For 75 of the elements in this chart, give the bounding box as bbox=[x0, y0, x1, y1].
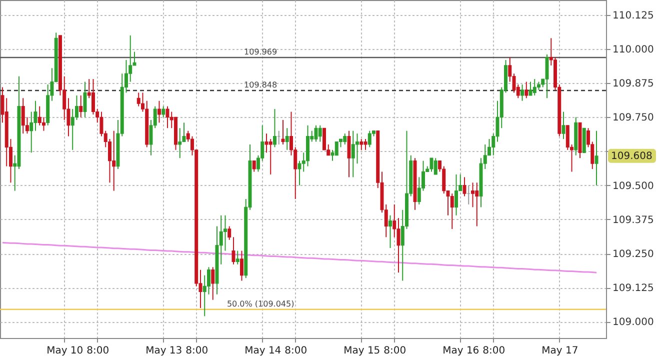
candlestick bbox=[388, 214, 392, 249]
candlestick bbox=[30, 111, 34, 154]
candlestick bbox=[334, 141, 338, 156]
candlestick bbox=[343, 133, 347, 145]
candlestick bbox=[42, 116, 46, 132]
candlestick bbox=[520, 84, 524, 102]
ref-line-label: 109.848 bbox=[244, 80, 278, 90]
text: 109.608 bbox=[611, 150, 652, 162]
candlestick bbox=[364, 138, 368, 150]
y-tick-label: 109.375 bbox=[612, 214, 654, 226]
candlestick bbox=[112, 130, 116, 192]
candlestick bbox=[252, 160, 256, 172]
candlestick bbox=[223, 214, 227, 252]
candlestick bbox=[368, 130, 372, 148]
candlestick bbox=[285, 128, 289, 150]
candlestick bbox=[206, 266, 210, 295]
x-tick-label: 8:00 bbox=[284, 346, 308, 356]
candlestick bbox=[273, 108, 276, 148]
x-tick-label: 8:00 bbox=[186, 346, 208, 356]
y-tick-label: 109.250 bbox=[612, 249, 654, 260]
x-tick-label: 8:00 bbox=[86, 346, 110, 356]
candlestick bbox=[475, 182, 479, 227]
candlestick bbox=[211, 266, 215, 300]
candlestick bbox=[594, 130, 598, 186]
candlestick bbox=[566, 124, 570, 150]
candlestick bbox=[236, 250, 240, 265]
y-tick-label: 109.000 bbox=[612, 317, 654, 328]
line-series bbox=[2, 242, 598, 274]
candlestick bbox=[347, 130, 351, 178]
candlestick bbox=[356, 133, 359, 164]
candlestick bbox=[434, 158, 438, 175]
candlestick bbox=[462, 176, 466, 197]
candlestick bbox=[264, 133, 268, 154]
candlestick bbox=[21, 98, 25, 134]
x-tick-label: May 17 bbox=[542, 346, 578, 356]
candlestick bbox=[351, 130, 355, 178]
ref-line-label: 109.969 bbox=[244, 48, 278, 57]
x-tick-label: May 10 bbox=[46, 346, 84, 356]
candlestick bbox=[178, 128, 182, 159]
candlestick bbox=[268, 138, 272, 175]
candlestick bbox=[430, 158, 434, 172]
candlestick bbox=[360, 138, 364, 150]
candlestick bbox=[528, 81, 532, 96]
candlestick bbox=[524, 81, 528, 99]
x-tick-label: May 16 bbox=[442, 346, 480, 356]
candlestick bbox=[454, 174, 458, 216]
y-tick-label: 110.125 bbox=[612, 10, 654, 22]
x-tick-label: 8:00 bbox=[482, 346, 506, 356]
y-tick-label: 110.000 bbox=[612, 44, 654, 56]
candlestick bbox=[240, 250, 244, 282]
candlestick bbox=[79, 94, 83, 118]
candlestick bbox=[450, 193, 454, 230]
candlestick bbox=[83, 81, 87, 118]
y-tick-label: 109.125 bbox=[612, 283, 654, 294]
candlestick bbox=[318, 124, 322, 142]
x-tick-label: May 15 bbox=[344, 346, 380, 356]
y-tick-label: 109.750 bbox=[612, 112, 654, 124]
ref-line-label: 50.0% (109.045) bbox=[226, 299, 294, 308]
candlestick bbox=[166, 106, 170, 129]
x-tick-label: May 14 bbox=[244, 346, 282, 356]
candlestick bbox=[532, 78, 536, 96]
candlestick bbox=[281, 119, 285, 145]
x-tick-label: 8:00 bbox=[384, 346, 406, 356]
candlestick bbox=[91, 78, 95, 115]
y-tick-label: 109.875 bbox=[612, 78, 654, 90]
candlestick bbox=[562, 111, 566, 140]
candlestick bbox=[157, 100, 161, 124]
candlestick bbox=[545, 54, 549, 99]
candlestick bbox=[162, 106, 166, 118]
candlestick bbox=[314, 124, 318, 142]
candlestick bbox=[471, 182, 474, 208]
candlestick bbox=[232, 236, 236, 265]
x-tick-label: May 13 bbox=[146, 346, 182, 356]
candlestick bbox=[228, 226, 232, 240]
y-tick-label: 109.500 bbox=[612, 180, 654, 192]
